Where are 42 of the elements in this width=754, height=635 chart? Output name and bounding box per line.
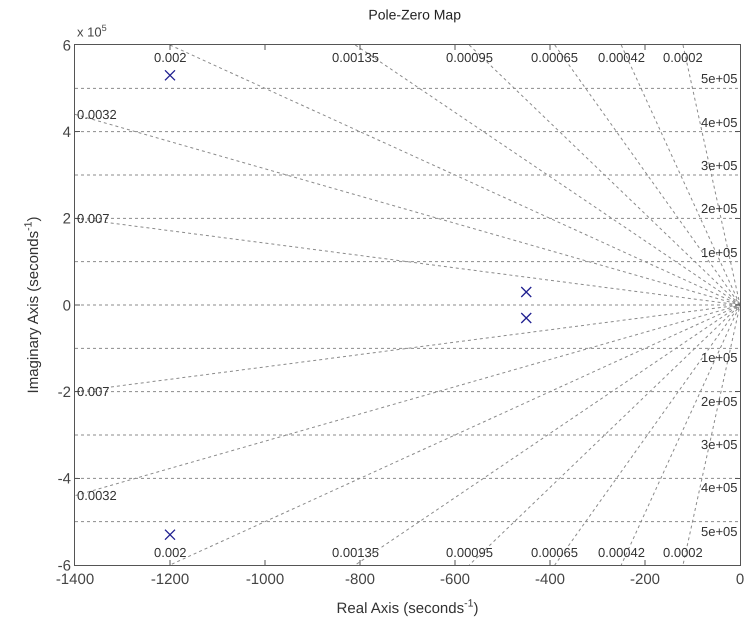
ref-line-label: 2e+05 — [701, 201, 738, 216]
annotation: 0.00095 — [446, 50, 493, 65]
x-tick-label: 0 — [736, 571, 744, 588]
ref-line-label: 3e+05 — [701, 158, 738, 173]
x-tick-label: -400 — [534, 571, 566, 588]
annotation: 0.0032 — [77, 488, 117, 503]
x-tick-label: -1200 — [150, 571, 190, 588]
annotation: 0.00095 — [446, 545, 493, 560]
ref-line-label: 2e+05 — [701, 394, 738, 409]
ref-line-label: 5e+05 — [701, 524, 738, 539]
annotation: 0.002 — [154, 50, 187, 65]
annotation: 0.0002 — [663, 50, 703, 65]
ref-line-label: 4e+05 — [701, 115, 738, 130]
y-tick-label: -4 — [58, 470, 71, 488]
annotation: 0.00065 — [531, 50, 578, 65]
x-tick-label: -200 — [630, 571, 660, 588]
y-tick-label: 2 — [62, 210, 71, 228]
annotation: 0.0032 — [77, 107, 117, 122]
annotation: 0.007 — [77, 384, 110, 399]
ref-line-label: 5e+05 — [701, 71, 738, 86]
chart-title: Pole-Zero Map — [368, 6, 462, 22]
annotation: 0.00135 — [332, 545, 379, 560]
ref-line-label: 3e+05 — [701, 437, 738, 452]
annotation: 0.002 — [154, 545, 187, 560]
x-axis-title: Real Axis (seconds$^{-1}$) — [336, 598, 478, 617]
y-tick-label: 0 — [62, 297, 71, 314]
annotation: 0.00042 — [598, 545, 645, 560]
annotation: 0.00135 — [332, 50, 379, 65]
ref-line-label: 1e+05 — [701, 350, 738, 365]
x-tick-label: -1000 — [246, 571, 284, 588]
y-tick-label: 4 — [62, 124, 71, 141]
annotation: 0.00065 — [531, 545, 578, 560]
annotation: 0.00042 — [598, 50, 645, 65]
text: x 10$^{5}$ — [77, 23, 107, 40]
y-tick-label: -2 — [58, 384, 71, 401]
y-tick-label: 6 — [62, 37, 71, 54]
x-tick-label: -800 — [344, 571, 376, 588]
ref-line-label: 1e+05 — [701, 245, 738, 260]
x-tick-label: -600 — [440, 571, 470, 588]
annotation: 0.007 — [77, 211, 110, 226]
annotation: 0.0002 — [663, 545, 703, 560]
ref-line-label: 4e+05 — [701, 480, 738, 495]
